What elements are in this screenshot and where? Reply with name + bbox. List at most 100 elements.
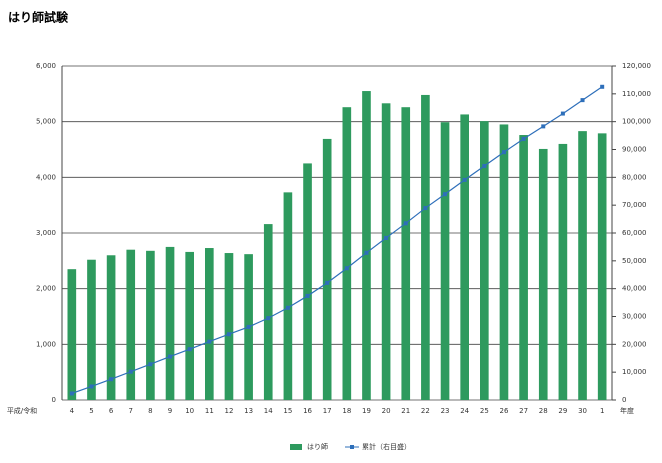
y2-tick-label: 120,000 — [622, 62, 651, 70]
x-tick-label: 25 — [480, 407, 489, 415]
x-tick-label: 19 — [362, 407, 371, 415]
x-axis-label: 平成/令和 — [7, 406, 37, 415]
y2-tick-label: 70,000 — [622, 201, 647, 209]
x-tick-label: 10 — [185, 407, 194, 415]
bar — [440, 122, 450, 401]
x-tick-label: 17 — [323, 407, 332, 415]
x-tick-label: 23 — [441, 407, 450, 415]
bar — [538, 148, 548, 400]
line-marker — [246, 324, 251, 329]
y-tick-label: 2,000 — [36, 285, 56, 293]
legend-label: 累計（右目盛） — [362, 442, 411, 451]
y2-tick-label: 30,000 — [622, 313, 647, 321]
bar — [342, 107, 352, 401]
bar — [205, 248, 214, 400]
x-tick-label: 16 — [303, 407, 312, 415]
line-marker — [580, 98, 585, 103]
line-marker — [443, 192, 448, 197]
y2-tick-label: 90,000 — [622, 146, 647, 154]
bar — [578, 131, 587, 400]
x-tick-label: 27 — [519, 407, 528, 415]
x-tick-label: 6 — [109, 407, 114, 415]
line-marker — [148, 362, 153, 367]
line-marker — [325, 280, 330, 285]
line-marker — [462, 177, 467, 182]
x-tick-label: 28 — [539, 407, 548, 415]
bar — [224, 253, 234, 400]
y2-tick-label: 100,000 — [622, 118, 651, 126]
line-marker — [364, 250, 369, 255]
line-marker — [207, 339, 212, 344]
x-tick-label: 13 — [244, 407, 253, 415]
line-marker — [423, 206, 428, 211]
x-tick-label: 5 — [89, 407, 93, 415]
x-tick-label: 14 — [264, 407, 273, 415]
bar — [519, 135, 528, 400]
bar — [67, 269, 77, 400]
line-marker — [541, 124, 546, 129]
y2-tick-label: 80,000 — [622, 173, 647, 181]
bar — [460, 114, 469, 401]
bar — [362, 91, 371, 401]
bar — [303, 163, 312, 400]
x-tick-label: 20 — [382, 407, 391, 415]
x-tick-label: 21 — [401, 407, 410, 415]
x-tick-label: 26 — [500, 407, 509, 415]
y2-tick-label: 10,000 — [622, 368, 647, 376]
y-tick-label: 3,000 — [36, 229, 56, 237]
line-marker — [226, 332, 231, 337]
legend-label: はり師 — [307, 442, 328, 451]
bar — [499, 124, 509, 400]
x-tick-label: 11 — [205, 407, 214, 415]
chart-title: はり師試験 — [8, 10, 69, 25]
line-marker — [482, 163, 487, 168]
bar — [381, 103, 391, 401]
bar — [480, 121, 489, 401]
x-tick-label: 15 — [283, 407, 292, 415]
line-marker — [521, 136, 526, 141]
x-axis-unit: 年度 — [620, 406, 634, 415]
line-marker — [89, 384, 94, 389]
line-marker — [187, 347, 192, 352]
bar — [558, 143, 568, 400]
line-marker — [560, 111, 565, 116]
x-tick-label: 24 — [460, 407, 469, 415]
x-tick-label: 30 — [578, 407, 587, 415]
x-tick-label: 1 — [600, 407, 604, 415]
y-tick-label: 4,000 — [36, 173, 56, 181]
line-series — [71, 86, 603, 395]
bar — [597, 133, 607, 400]
x-tick-label: 4 — [70, 407, 75, 415]
line-marker — [285, 305, 290, 310]
bar — [165, 246, 175, 400]
x-tick-label: 22 — [421, 407, 430, 415]
y2-tick-label: 0 — [622, 396, 626, 404]
y-tick-label: 1,000 — [36, 340, 56, 348]
line-marker — [168, 354, 173, 359]
x-tick-label: 8 — [148, 407, 152, 415]
bar — [146, 250, 155, 400]
bar — [322, 138, 332, 400]
line-marker — [344, 266, 349, 271]
bar — [87, 259, 96, 400]
x-tick-label: 18 — [342, 407, 351, 415]
line-marker — [305, 293, 310, 298]
line-marker — [266, 316, 271, 321]
y-tick-label: 5,000 — [36, 118, 56, 126]
y-tick-label: 6,000 — [36, 62, 56, 70]
x-tick-label: 9 — [168, 407, 172, 415]
line-marker — [403, 221, 408, 226]
line-marker — [128, 369, 133, 374]
y2-tick-label: 50,000 — [622, 257, 647, 265]
bar — [421, 94, 430, 401]
y2-tick-label: 110,000 — [622, 90, 651, 98]
y-tick-label: 0 — [52, 396, 56, 404]
y2-tick-label: 20,000 — [622, 340, 647, 348]
x-tick-label: 12 — [225, 407, 234, 415]
legend-swatch — [350, 445, 354, 449]
y2-tick-label: 60,000 — [622, 229, 647, 237]
line-marker — [109, 377, 114, 382]
line-marker — [501, 150, 506, 155]
line-marker — [600, 84, 605, 89]
